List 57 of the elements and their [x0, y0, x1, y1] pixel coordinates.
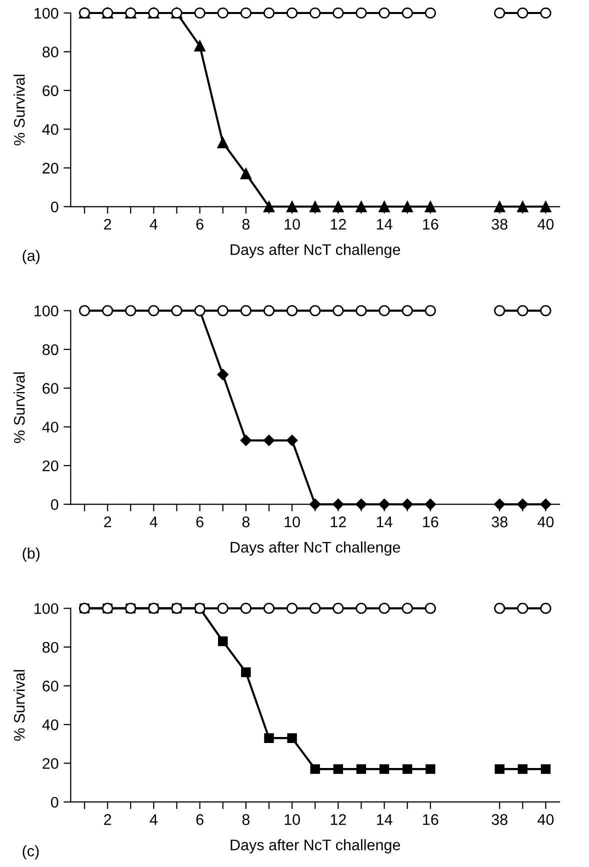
y-tick-label: 80: [42, 46, 58, 58]
x-tick-label: 16: [423, 516, 438, 528]
x-tick-label: 14: [376, 219, 392, 230]
x-tick-label: 10: [284, 814, 300, 826]
text: (b): [22, 548, 40, 562]
y-tick-label: 20: [42, 162, 58, 174]
x-tick-label: 8: [242, 218, 250, 230]
y-tick-label: 20: [42, 758, 58, 769]
y-tick-label: 80: [42, 642, 58, 653]
y-axis-title: % Survival: [14, 372, 25, 444]
x-tick-label: 10: [284, 218, 300, 230]
y-tick-label: 100: [34, 603, 58, 614]
text: (c): [22, 845, 39, 860]
x-tick-label: 2: [104, 516, 112, 528]
x-tick-label: 4: [150, 219, 158, 230]
x-tick-label: 38: [492, 814, 508, 826]
x-axis-title: Days after NcT challenge: [230, 839, 400, 854]
x-tick-label: 8: [242, 516, 250, 528]
y-tick-label: 0: [50, 499, 58, 510]
text: (a): [22, 250, 40, 264]
y-tick-label: 60: [42, 382, 58, 394]
y-axis-title: % Survival: [14, 74, 25, 146]
x-tick-label: 4: [150, 516, 158, 528]
y-tick-label: 0: [50, 796, 58, 808]
y-tick-label: 60: [42, 85, 58, 96]
x-tick-label: 14: [376, 516, 392, 528]
x-tick-label: 14: [376, 814, 392, 825]
y-tick-label: 60: [42, 680, 58, 692]
y-tick-label: 0: [50, 202, 58, 212]
x-tick-label: 12: [330, 516, 346, 528]
y-tick-label: 100: [34, 306, 58, 316]
y-tick-label: 40: [42, 422, 58, 433]
x-tick-label: 16: [423, 814, 438, 826]
x-tick-label: 10: [284, 516, 300, 528]
x-tick-label: 2: [104, 814, 112, 825]
y-tick-label: 40: [42, 124, 58, 135]
x-tick-label: 38: [492, 516, 508, 528]
x-tick-label: 16: [423, 218, 438, 230]
y-tick-label: 80: [42, 344, 58, 356]
x-tick-label: 8: [242, 814, 250, 826]
y-tick-label: 20: [42, 460, 58, 472]
x-tick-label: 40: [538, 516, 554, 528]
x-axis-title: Days after NcT challenge: [230, 244, 400, 258]
x-tick-label: 40: [538, 218, 554, 230]
x-tick-label: 6: [196, 814, 204, 826]
x-tick-label: 12: [330, 814, 346, 825]
x-tick-label: 6: [196, 516, 204, 528]
x-axis-title: Days after NcT challenge: [230, 541, 400, 556]
y-tick-label: 40: [42, 719, 58, 730]
x-tick-label: 2: [104, 218, 112, 230]
x-tick-label: 4: [150, 814, 158, 825]
y-tick-label: 100: [34, 8, 58, 19]
x-tick-label: 38: [492, 218, 508, 230]
x-tick-label: 40: [538, 814, 554, 826]
y-axis-title: % Survival: [14, 670, 25, 741]
x-tick-label: 6: [196, 218, 204, 230]
x-tick-label: 12: [330, 218, 346, 230]
